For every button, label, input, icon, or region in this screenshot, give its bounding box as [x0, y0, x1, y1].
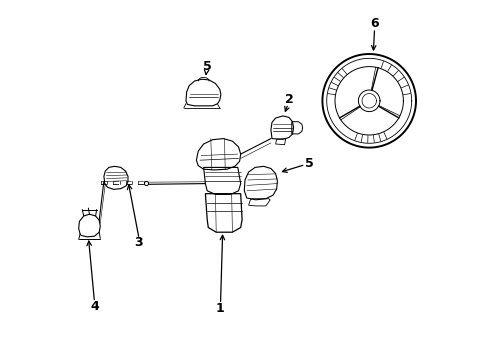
- Text: 6: 6: [370, 17, 379, 30]
- Text: 2: 2: [285, 93, 294, 106]
- Text: 4: 4: [90, 300, 99, 313]
- Text: 3: 3: [134, 237, 143, 249]
- Text: 5: 5: [203, 60, 212, 73]
- Text: 1: 1: [216, 302, 224, 315]
- Text: 5: 5: [305, 157, 314, 170]
